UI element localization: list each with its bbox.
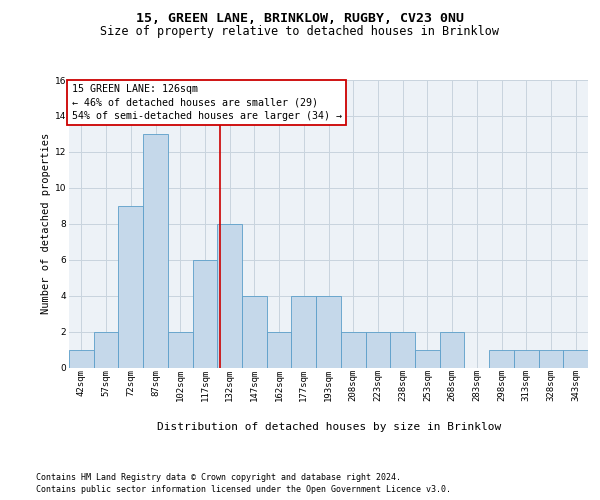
Bar — [193, 260, 217, 368]
Bar — [292, 296, 316, 368]
Bar — [415, 350, 440, 368]
Text: Distribution of detached houses by size in Brinklow: Distribution of detached houses by size … — [157, 422, 501, 432]
Bar — [514, 350, 539, 368]
Bar — [143, 134, 168, 368]
Bar — [242, 296, 267, 368]
Text: 15, GREEN LANE, BRINKLOW, RUGBY, CV23 0NU: 15, GREEN LANE, BRINKLOW, RUGBY, CV23 0N… — [136, 12, 464, 26]
Text: Contains HM Land Registry data © Crown copyright and database right 2024.: Contains HM Land Registry data © Crown c… — [36, 472, 401, 482]
Bar — [118, 206, 143, 368]
Bar — [168, 332, 193, 368]
Text: 15 GREEN LANE: 126sqm
← 46% of detached houses are smaller (29)
54% of semi-deta: 15 GREEN LANE: 126sqm ← 46% of detached … — [71, 84, 341, 120]
Text: Size of property relative to detached houses in Brinklow: Size of property relative to detached ho… — [101, 25, 499, 38]
Bar — [69, 350, 94, 368]
Y-axis label: Number of detached properties: Number of detached properties — [41, 133, 50, 314]
Bar — [489, 350, 514, 368]
Bar — [563, 350, 588, 368]
Bar — [440, 332, 464, 368]
Bar — [316, 296, 341, 368]
Bar — [365, 332, 390, 368]
Text: Contains public sector information licensed under the Open Government Licence v3: Contains public sector information licen… — [36, 485, 451, 494]
Bar — [341, 332, 365, 368]
Bar — [539, 350, 563, 368]
Bar — [217, 224, 242, 368]
Bar — [390, 332, 415, 368]
Bar — [94, 332, 118, 368]
Bar — [267, 332, 292, 368]
